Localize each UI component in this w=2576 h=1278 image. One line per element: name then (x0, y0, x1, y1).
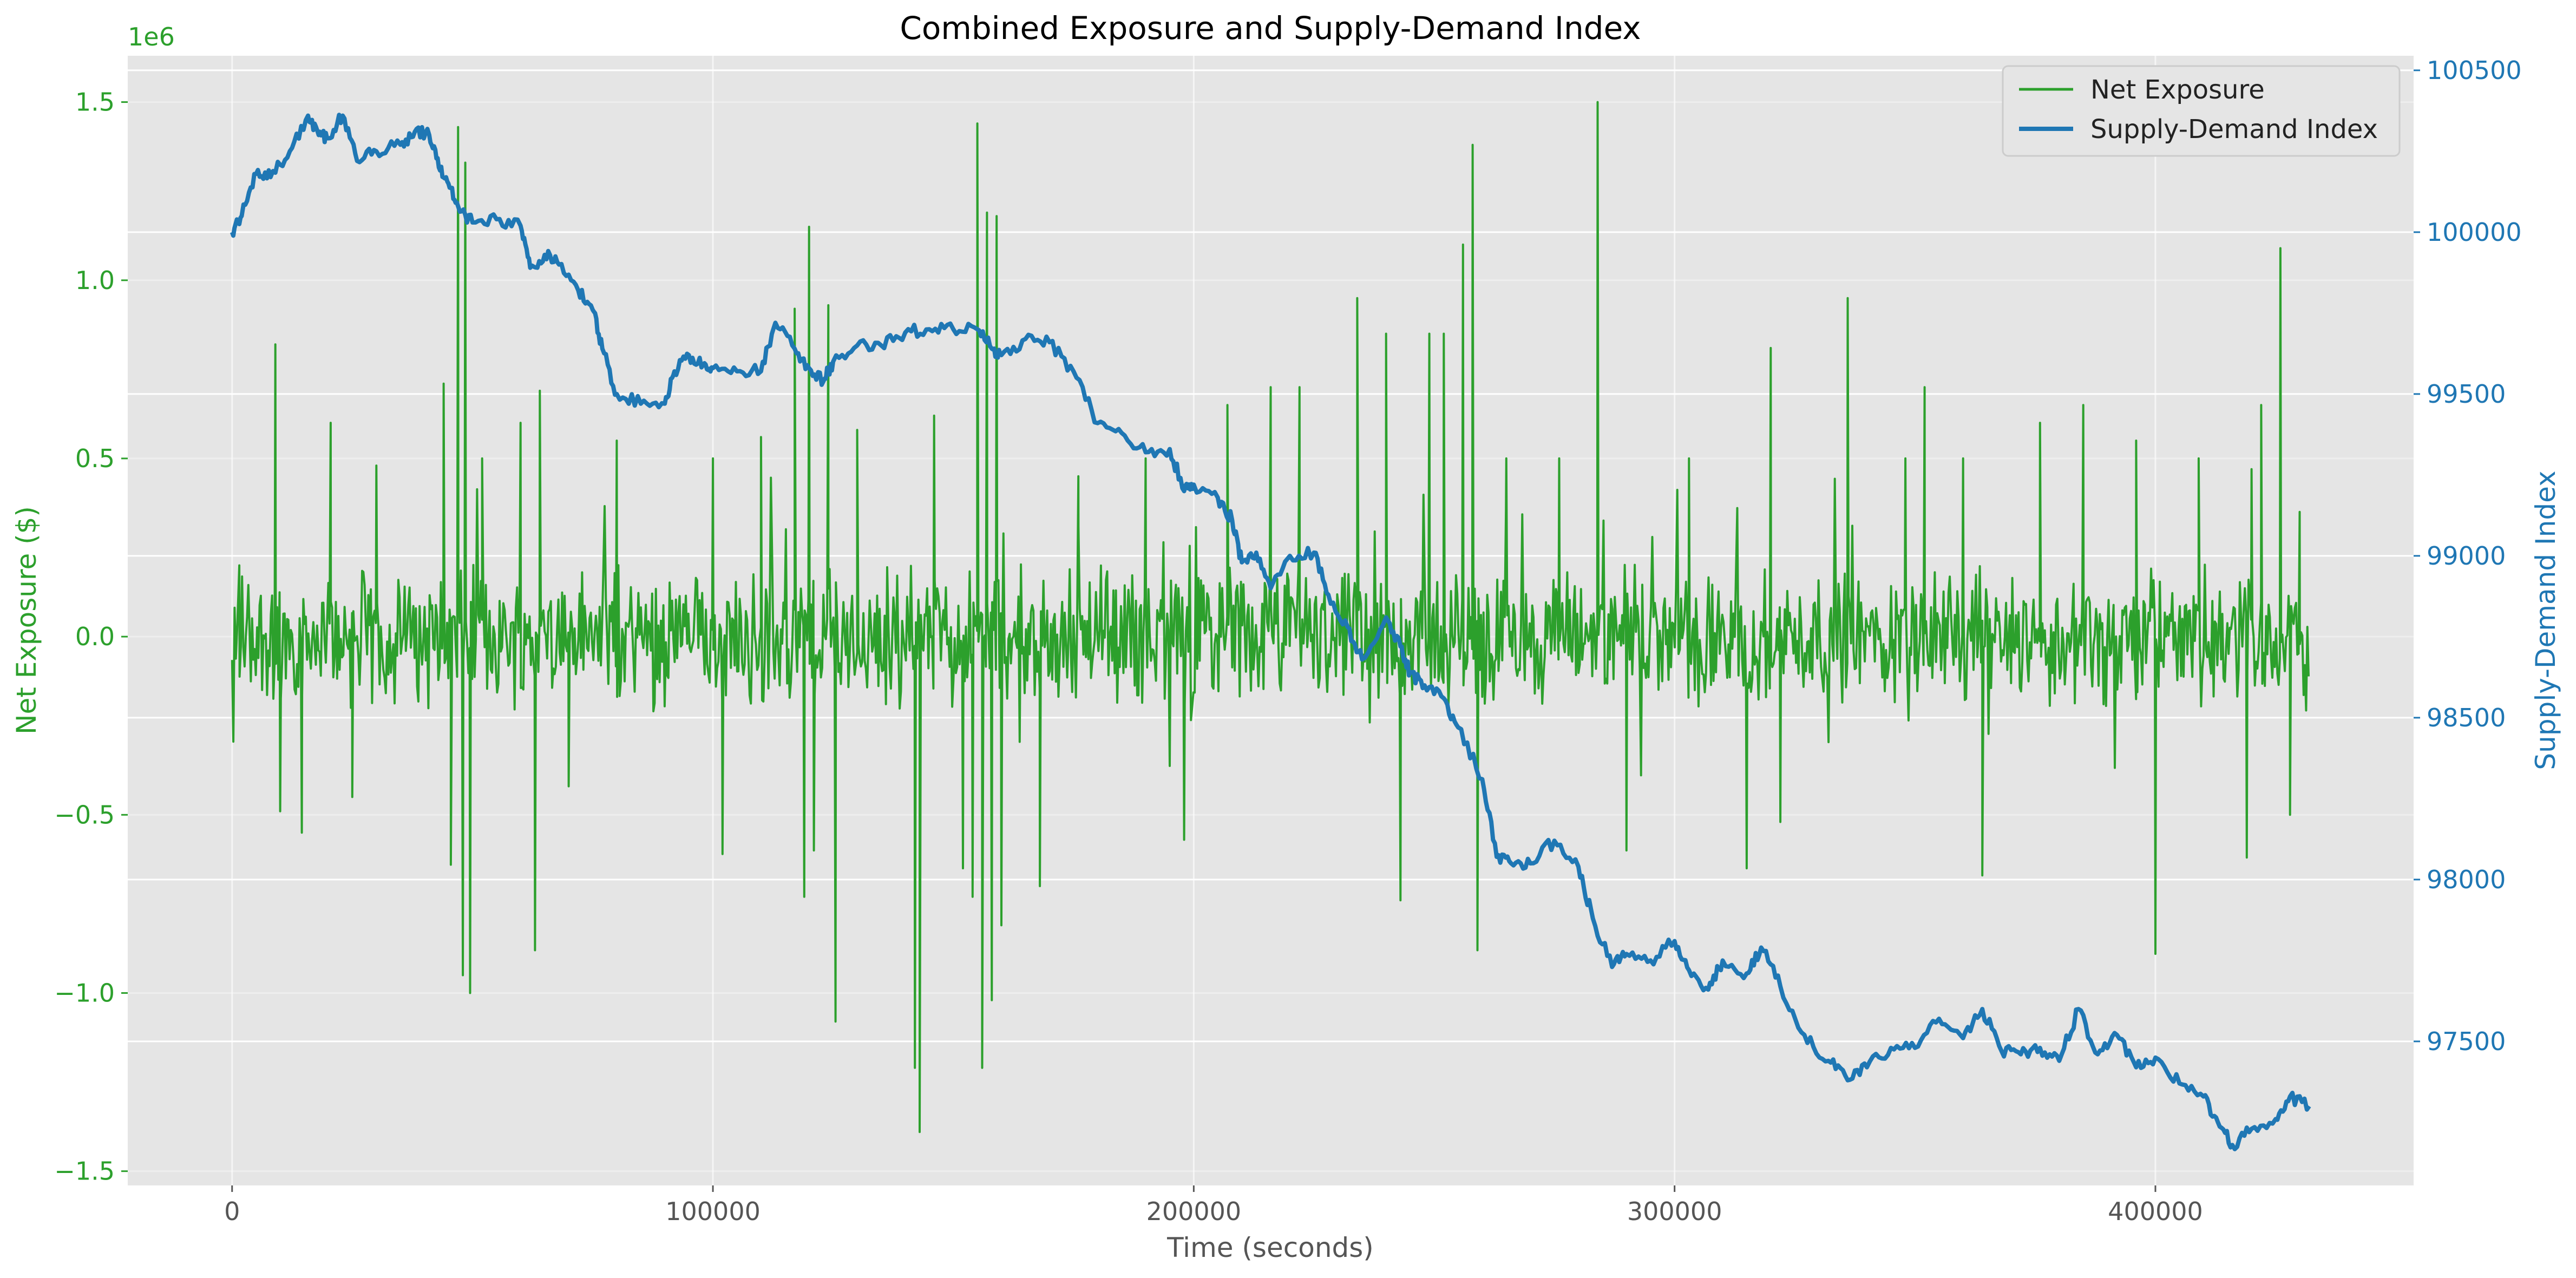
y-right-tick-label: 98500 (2427, 703, 2506, 732)
y-right-tick-label: 100500 (2427, 56, 2522, 85)
legend-label-supply-demand: Supply-Demand Index (2090, 114, 2378, 145)
y-left-tick-label: −1.0 (54, 978, 115, 1007)
y-right-tick-label: 98000 (2427, 865, 2506, 894)
x-tick-label: 200000 (1146, 1197, 1242, 1226)
y-left-tick-label: −1.5 (54, 1157, 115, 1186)
y-axis-label-right: Supply-Demand Index (2530, 470, 2561, 770)
y-left-tick-label: 1.5 (75, 88, 115, 117)
legend-box (2002, 65, 2401, 157)
series-line-net-exposure (231, 101, 2310, 1133)
legend-label-net-exposure: Net Exposure (2090, 75, 2265, 105)
chart-title: Combined Exposure and Supply-Demand Inde… (900, 10, 1641, 47)
left-axis-multiplier: 1e6 (128, 22, 175, 51)
x-tick-label: 0 (224, 1197, 240, 1226)
x-tick-label: 300000 (1627, 1197, 1722, 1226)
x-tick-label: 100000 (665, 1197, 761, 1226)
y-left-tick-label: −0.5 (54, 800, 115, 829)
y-axis-label-left: Net Exposure ($) (11, 506, 42, 735)
axes: 0 100000 200000 300000 400000 −1.5 −1.0 −0.5 0.0… (54, 56, 2521, 1226)
y-right-tick-label: 99500 (2427, 379, 2506, 409)
y-left-tick-label: 0.5 (75, 444, 115, 473)
y-left-tick-label: 0.0 (75, 622, 115, 651)
y-right-tick-label: 100000 (2427, 218, 2522, 247)
x-tick-label: 400000 (2108, 1197, 2203, 1226)
series-line-supply-demand (230, 113, 2311, 1151)
y-right-tick-label: 97500 (2427, 1027, 2506, 1056)
x-axis-label: Time (seconds) (1166, 1232, 1374, 1263)
y-left-tick-label: 1.0 (75, 266, 115, 295)
legend: Net Exposure Supply-Demand Index (2002, 65, 2401, 157)
y-right-tick-label: 99000 (2427, 541, 2506, 571)
series-layer (230, 101, 2311, 1151)
